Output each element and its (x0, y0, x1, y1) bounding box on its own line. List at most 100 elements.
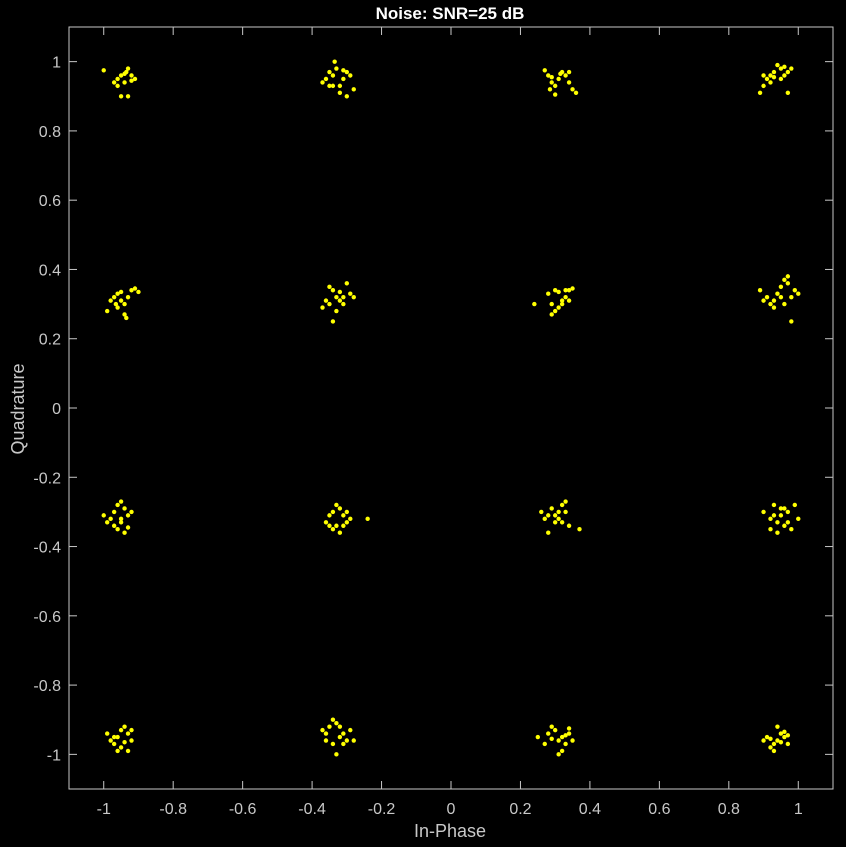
y-tick-label: 0.8 (39, 124, 61, 141)
data-point (105, 520, 110, 525)
data-point (344, 738, 350, 743)
data-point (101, 513, 106, 518)
data-point (532, 301, 537, 307)
data-point (573, 90, 579, 96)
data-point (778, 76, 784, 82)
data-point (334, 308, 339, 314)
data-point (330, 288, 336, 293)
data-point (778, 284, 784, 289)
data-point (768, 73, 773, 78)
x-tick-label: 0.8 (718, 801, 740, 818)
data-point (125, 748, 131, 754)
data-point (556, 738, 561, 743)
data-point (341, 741, 346, 747)
data-point (129, 738, 134, 743)
data-point (771, 75, 777, 80)
data-point (549, 75, 554, 80)
data-point (546, 530, 551, 535)
data-point (796, 516, 801, 522)
data-point (341, 68, 346, 73)
x-tick-label: -0.8 (159, 801, 187, 818)
data-point (768, 516, 773, 522)
data-point (771, 69, 777, 75)
data-point (334, 720, 339, 726)
data-point (764, 76, 770, 82)
data-point (775, 530, 780, 535)
data-point (761, 83, 766, 89)
data-point (320, 305, 325, 310)
y-tick-labels: 1 0.8 0.6 0.4 0.2 0 -0.2 -0.4 -0.6 -0.8 -1 (33, 55, 61, 765)
data-point (563, 294, 568, 300)
data-point (365, 516, 370, 522)
x-tick-label: -0.6 (229, 801, 257, 818)
data-point (341, 523, 346, 528)
data-point (778, 731, 784, 736)
data-point (768, 80, 773, 85)
data-point (552, 308, 558, 314)
data-point (549, 506, 554, 511)
data-point (111, 509, 117, 515)
data-point (332, 59, 337, 64)
data-point (136, 289, 141, 295)
data-point (115, 76, 120, 82)
data-point (348, 73, 353, 78)
data-point (549, 312, 554, 317)
data-point (546, 73, 551, 78)
data-point (552, 92, 558, 97)
data-point (334, 294, 339, 300)
x-tick-label: 0.4 (579, 801, 601, 818)
data-point (122, 80, 127, 85)
data-point (535, 734, 541, 740)
data-point (327, 284, 332, 289)
data-point (129, 509, 134, 515)
data-point (125, 66, 131, 71)
data-point (559, 298, 565, 303)
data-point (118, 298, 124, 303)
x-tick-label: -1 (97, 801, 111, 818)
data-point (775, 62, 780, 68)
data-point (782, 734, 787, 740)
data-point (563, 741, 568, 747)
data-point (785, 741, 791, 747)
data-point (115, 83, 120, 89)
x-tick-label: 0.2 (509, 801, 531, 818)
data-point (570, 738, 575, 743)
data-point (125, 525, 131, 530)
data-point (549, 80, 554, 85)
y-tick-label: -1 (47, 747, 61, 764)
data-point (337, 734, 343, 740)
data-point (330, 73, 336, 78)
data-point (320, 80, 325, 85)
data-point (552, 727, 558, 733)
data-point (115, 291, 120, 296)
data-point (566, 288, 572, 293)
data-point (334, 523, 339, 528)
data-point (122, 312, 127, 317)
data-point (775, 724, 780, 729)
data-point (761, 298, 766, 303)
data-point (785, 90, 791, 96)
data-point (771, 502, 777, 508)
data-point (118, 73, 124, 78)
data-point (796, 291, 801, 296)
data-point (330, 717, 336, 722)
y-tick-label: -0.2 (33, 470, 61, 487)
data-point (122, 301, 127, 307)
data-point (118, 516, 124, 522)
data-point (556, 516, 561, 522)
data-point (330, 319, 336, 324)
data-point (570, 286, 575, 291)
data-point (348, 727, 353, 733)
data-point (563, 73, 568, 78)
data-point (129, 73, 134, 78)
data-point (337, 724, 343, 729)
data-point (105, 308, 110, 314)
data-point (785, 69, 791, 75)
data-point (782, 729, 787, 735)
data-point (566, 80, 572, 85)
data-point (323, 731, 329, 736)
data-point (570, 87, 575, 92)
data-point (129, 288, 134, 293)
data-point (108, 738, 113, 743)
data-point (559, 502, 565, 508)
